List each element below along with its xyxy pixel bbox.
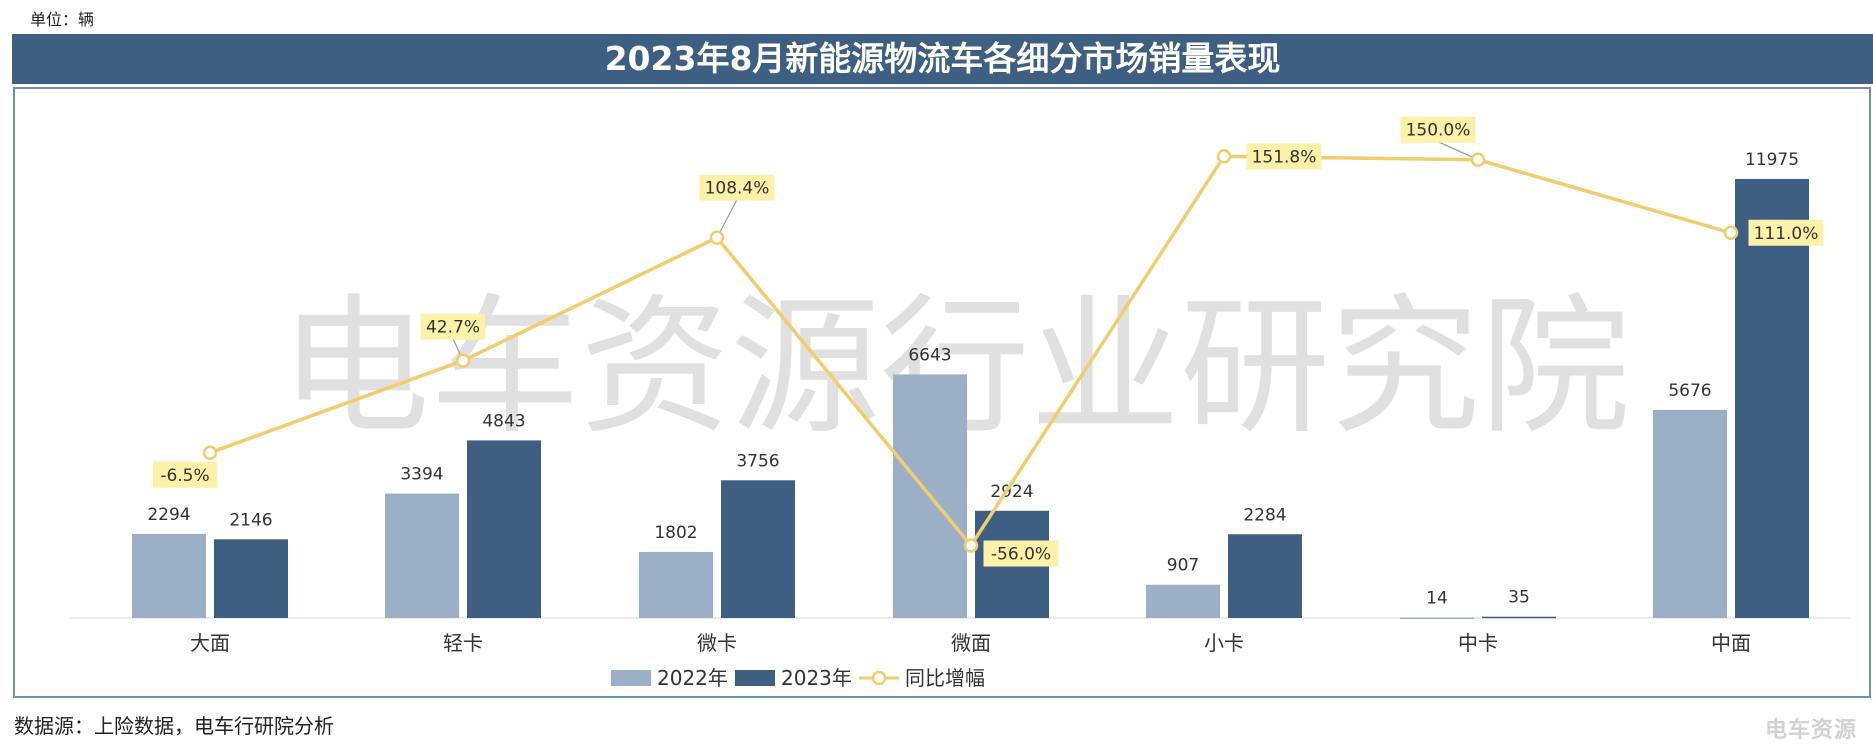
bar-2023-2	[721, 480, 795, 618]
bar-value-label: 35	[1508, 588, 1530, 608]
legend-label-0: 2022年	[657, 666, 728, 690]
bar-value-label: 2294	[147, 505, 190, 525]
legend-label-1: 2023年	[781, 666, 852, 690]
chart-frame: 电车资源行业研究院 2294 2146 3394 4843 1802 3756 6643 29…	[13, 87, 1871, 698]
bar-value-label: 1802	[654, 523, 697, 543]
bar-2022-2	[639, 551, 713, 618]
growth-label-bg	[1748, 219, 1824, 246]
growth-point-0	[202, 445, 218, 461]
legend-label-2: 同比增幅	[905, 666, 985, 690]
bar-value-label: 3394	[400, 465, 443, 485]
bar-2022-4	[1146, 584, 1220, 618]
growth-point-4	[1216, 149, 1232, 164]
bar-2022-6	[1653, 409, 1727, 618]
chart-canvas: 电车资源行业研究院 2294 21463394484318023756664329…	[70, 116, 1850, 690]
category-label-2: 微卡	[697, 631, 737, 655]
growth-label-4: 151.8%	[1252, 147, 1317, 167]
bar-value-label: 2146	[229, 510, 272, 530]
corner-logo: 电车资源	[1765, 718, 1858, 743]
bar-2022-5	[1400, 617, 1474, 619]
category-label-0: 大面	[190, 631, 230, 655]
growth-point-5	[1470, 152, 1486, 167]
bar-value-label: 5676	[1668, 381, 1711, 401]
category-label-6: 中面	[1711, 631, 1751, 655]
bar-2022-1	[385, 493, 459, 618]
growth-label-0: -6.5%	[160, 466, 209, 486]
growth-label-3: -56.0%	[991, 545, 1051, 565]
category-label-3: 微面	[951, 631, 991, 655]
legend-marker	[871, 670, 887, 686]
bar-2023-1	[467, 440, 541, 618]
growth-label-bg	[699, 174, 775, 201]
growth-label-2: 108.4%	[705, 179, 770, 199]
growth-label-bg	[1246, 143, 1322, 170]
growth-label-bg	[420, 313, 486, 340]
growth-point-2	[709, 230, 725, 245]
bar-value-label: 2284	[1243, 505, 1286, 525]
bars-group	[132, 178, 1809, 619]
growth-point-3	[963, 538, 979, 553]
growth-point-6	[1723, 225, 1739, 241]
bar-2023-4	[1228, 534, 1302, 618]
bar-value-label: 3756	[736, 451, 779, 471]
growth-label-bg	[152, 461, 218, 488]
bar-2023-6	[1735, 178, 1809, 618]
growth-point-1	[455, 353, 471, 368]
category-label-1: 轻卡	[443, 631, 483, 655]
bar-value-label: 907	[1167, 556, 1199, 576]
category-labels-group: 大面 轻卡 微卡 微面 小卡 中卡 中面	[190, 631, 1751, 655]
bar-2022-0	[132, 533, 206, 618]
legend: 2022年 2023年 同比增幅	[611, 666, 985, 690]
growth-label-6: 111.0%	[1754, 224, 1819, 244]
growth-label-1: 42.7%	[426, 318, 480, 338]
category-label-4: 小卡	[1204, 631, 1244, 655]
legend-swatch-1	[735, 670, 775, 686]
bar-labels-group: 2294 214633944843180237566643292490722841…	[147, 150, 1799, 609]
chart-title: 2023年8月新能源物流车各细分市场销量表现	[12, 34, 1873, 84]
bar-value-label: 4843	[482, 411, 525, 431]
bar-value-label: 11975	[1745, 150, 1799, 170]
bar-2023-0	[214, 539, 288, 618]
legend-swatch-0	[611, 670, 651, 686]
growth-label-5: 150.0%	[1406, 121, 1471, 141]
bar-2023-5	[1482, 616, 1556, 619]
unit-label: 单位：辆	[30, 10, 95, 29]
growth-label-bg	[1400, 116, 1476, 143]
source-note: 数据源：上险数据，电车行研院分析	[14, 714, 334, 738]
growth-leader-line	[1437, 141, 1479, 161]
growth-label-bg	[983, 540, 1059, 567]
category-label-5: 中卡	[1458, 631, 1498, 655]
growth-line-group: -6.5% 42.7% 108.4% -56.0% 151.8% 150.0% 111.0%	[152, 116, 1824, 567]
bar-value-label: 14	[1426, 588, 1448, 608]
bar-value-label: 6643	[908, 345, 951, 365]
